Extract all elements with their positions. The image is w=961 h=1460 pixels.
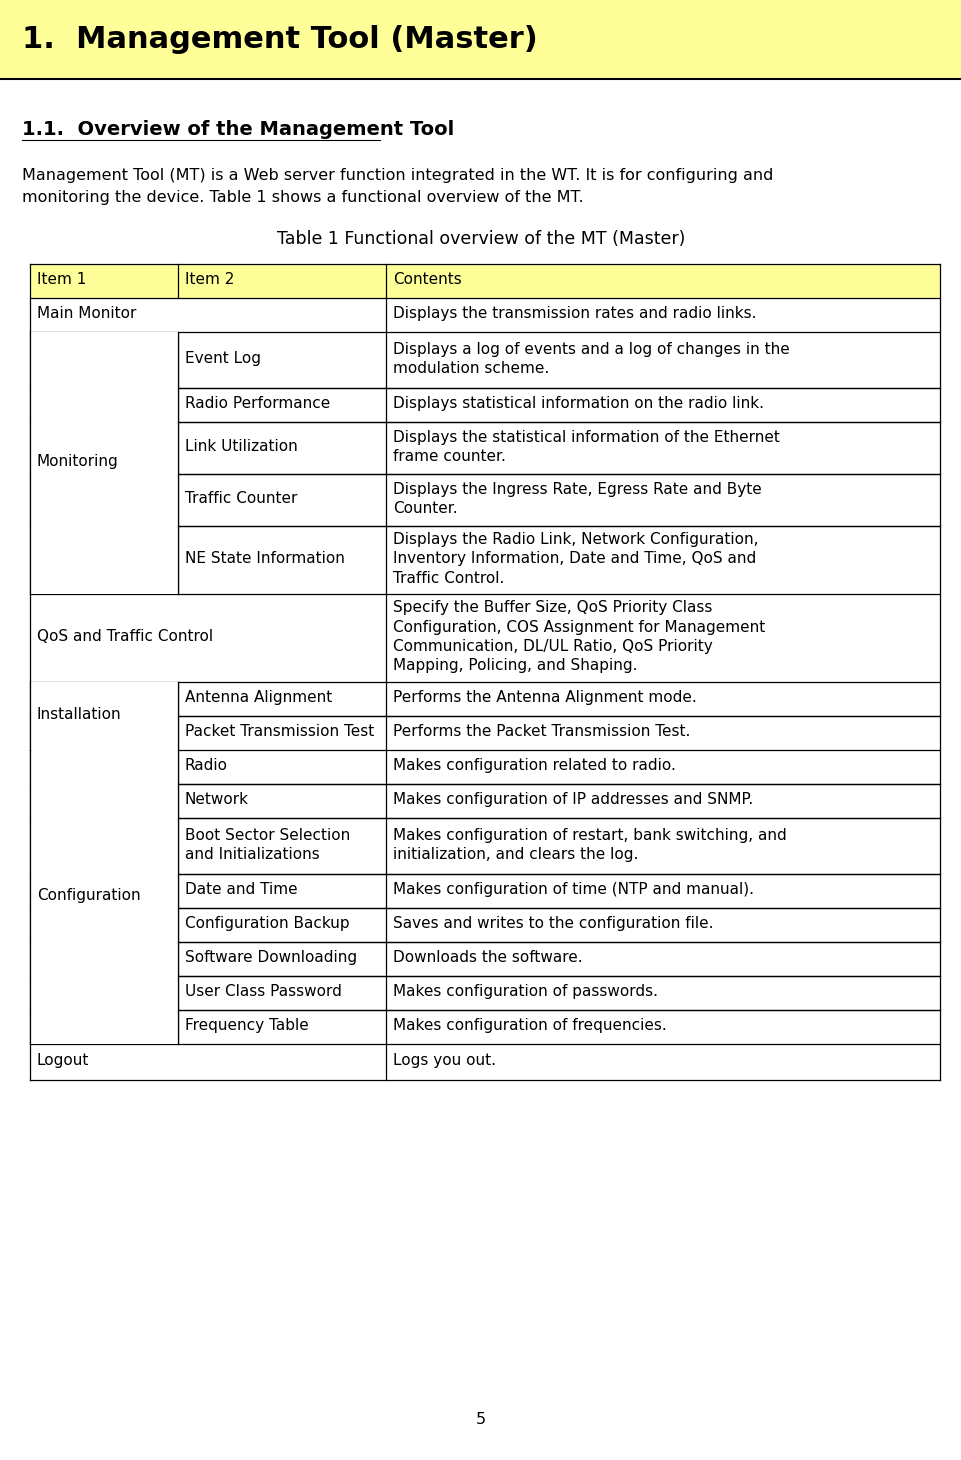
Text: Displays the transmission rates and radio links.: Displays the transmission rates and radi… [393,307,755,321]
Bar [0,0,961,77]
Text: Link Utilization: Link Utilization [185,439,298,454]
Text: Logout: Logout [37,1053,89,1069]
Bar [31,333,178,594]
Text: Radio: Radio [185,758,228,774]
Text: Makes configuration of IP addresses and SNMP.: Makes configuration of IP addresses and … [393,793,752,807]
Text: Downloads the software.: Downloads the software. [393,950,582,965]
Text: Item 1: Item 1 [37,273,86,288]
Text: Specify the Buffer Size, QoS Priority Class: Specify the Buffer Size, QoS Priority Cl… [393,600,712,616]
Text: NE State Information: NE State Information [185,552,344,566]
Text: Performs the Packet Transmission Test.: Performs the Packet Transmission Test. [393,724,690,739]
Text: Makes configuration of passwords.: Makes configuration of passwords. [393,984,657,999]
Text: Traffic Counter: Traffic Counter [185,492,297,507]
Text: Monitoring: Monitoring [37,454,118,469]
Text: Displays the statistical information of the Ethernet: Displays the statistical information of … [393,429,779,445]
Text: Makes configuration of restart, bank switching, and: Makes configuration of restart, bank swi… [393,828,786,842]
Text: Network: Network [185,793,249,807]
Text: Mapping, Policing, and Shaping.: Mapping, Policing, and Shaping. [393,658,637,673]
Text: 1.  Management Tool (Master): 1. Management Tool (Master) [22,25,537,54]
Bar [31,750,178,1044]
Text: Configuration: Configuration [37,888,140,904]
Text: Saves and writes to the configuration file.: Saves and writes to the configuration fi… [393,917,713,931]
Text: monitoring the device. Table 1 shows a functional overview of the MT.: monitoring the device. Table 1 shows a f… [22,190,583,204]
Text: Antenna Alignment: Antenna Alignment [185,691,332,705]
Text: Makes configuration of frequencies.: Makes configuration of frequencies. [393,1018,666,1034]
Text: Contents: Contents [393,273,461,288]
Text: Inventory Information, Date and Time, QoS and: Inventory Information, Date and Time, Qo… [393,552,755,566]
Text: Displays the Radio Link, Network Configuration,: Displays the Radio Link, Network Configu… [393,531,757,548]
Text: Packet Transmission Test: Packet Transmission Test [185,724,374,739]
Bar [31,682,178,749]
Text: Main Monitor: Main Monitor [37,307,136,321]
Text: Performs the Antenna Alignment mode.: Performs the Antenna Alignment mode. [393,691,696,705]
Text: Displays a log of events and a log of changes in the: Displays a log of events and a log of ch… [393,342,789,356]
Text: Makes configuration related to radio.: Makes configuration related to radio. [393,758,676,774]
Text: Displays the Ingress Rate, Egress Rate and Byte: Displays the Ingress Rate, Egress Rate a… [393,482,761,496]
Text: and Initializations: and Initializations [185,847,319,861]
Text: Traffic Control.: Traffic Control. [393,571,504,585]
Text: Configuration, COS Assignment for Management: Configuration, COS Assignment for Manage… [393,619,764,635]
Text: Installation: Installation [37,707,121,723]
Text: Displays statistical information on the radio link.: Displays statistical information on the … [393,396,763,412]
Text: Item 2: Item 2 [185,273,234,288]
Text: frame counter.: frame counter. [393,448,505,464]
Text: 5: 5 [476,1412,485,1428]
Text: Radio Performance: Radio Performance [185,396,330,412]
Text: Date and Time: Date and Time [185,882,297,898]
Text: Table 1 Functional overview of the MT (Master): Table 1 Functional overview of the MT (M… [277,231,684,248]
Text: modulation scheme.: modulation scheme. [393,361,549,375]
Text: QoS and Traffic Control: QoS and Traffic Control [37,629,213,644]
Text: Communication, DL/UL Ratio, QoS Priority: Communication, DL/UL Ratio, QoS Priority [393,639,712,654]
Text: Frequency Table: Frequency Table [185,1018,308,1034]
Text: User Class Password: User Class Password [185,984,341,999]
Text: Boot Sector Selection: Boot Sector Selection [185,828,350,842]
Bar [30,264,939,298]
Text: Software Downloading: Software Downloading [185,950,357,965]
Text: Configuration Backup: Configuration Backup [185,917,349,931]
Text: Logs you out.: Logs you out. [393,1053,496,1069]
Text: Makes configuration of time (NTP and manual).: Makes configuration of time (NTP and man… [393,882,753,898]
Text: 1.1.  Overview of the Management Tool: 1.1. Overview of the Management Tool [22,120,454,139]
Text: Event Log: Event Log [185,352,260,366]
Text: initialization, and clears the log.: initialization, and clears the log. [393,847,638,861]
Text: Counter.: Counter. [393,501,457,515]
Text: Management Tool (MT) is a Web server function integrated in the WT. It is for co: Management Tool (MT) is a Web server fun… [22,168,773,182]
